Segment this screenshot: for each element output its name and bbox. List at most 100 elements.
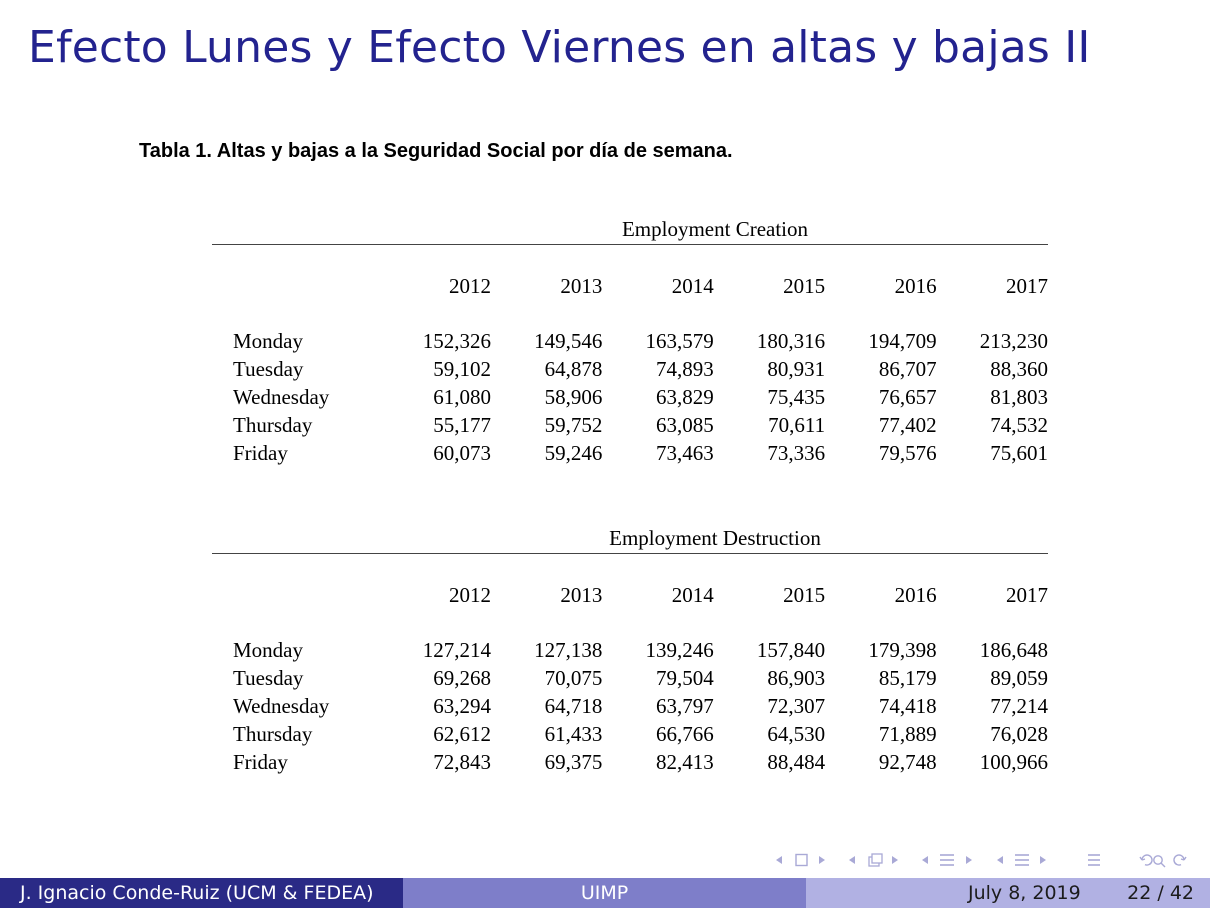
table-row: Friday 72,843 69,375 82,413 88,484 92,74… [212,748,1048,776]
table-cell: 70,075 [544,666,603,690]
employment-destruction-table: Employment Destruction 2012 2013 2014 20… [212,523,1048,776]
year-header-row: 2012 2013 2014 2015 2016 2017 [212,271,1048,301]
table-cell: 180,316 [756,329,826,353]
table-cell: 127,214 [422,638,491,662]
day-label: Friday [233,441,288,465]
table-cell: 77,402 [878,413,937,437]
table-rule [212,244,1048,245]
nav-search-icon[interactable] [1139,854,1187,868]
table-cell: 86,707 [878,357,937,381]
table-cell: 62,612 [433,722,491,746]
table-heading: Employment Destruction [609,526,821,550]
day-label: Monday [233,329,303,353]
year-header: 2015 [783,582,826,607]
footer-institution: UIMP [403,878,806,908]
slide-title: Efecto Lunes y Efecto Viernes en altas y… [28,22,1091,73]
table-cell: 72,307 [767,694,826,718]
table-row: Monday 152,326 149,546 163,579 180,316 1… [212,327,1048,355]
table-cell: 66,766 [656,722,714,746]
table-cell: 79,504 [656,666,714,690]
day-label: Thursday [233,722,313,746]
year-header-row: 2012 2013 2014 2015 2016 2017 [212,580,1048,610]
year-header: 2015 [783,273,826,298]
nav-subsection-icon[interactable] [868,853,883,867]
table-row: Tuesday 69,268 70,075 79,504 86,903 85,1… [212,664,1048,692]
table-cell: 75,435 [767,385,826,409]
table-cell: 213,230 [979,329,1048,353]
table-cell: 73,336 [767,441,826,465]
table-cell: 74,893 [656,357,714,381]
table-cell: 76,028 [990,722,1048,746]
table-cell: 55,177 [433,413,491,437]
footer-author: J. Ignacio Conde-Ruiz (UCM & FEDEA) [0,878,403,908]
table-cell: 163,579 [645,329,714,353]
table-cell: 61,080 [433,385,491,409]
table-cell: 88,360 [990,357,1048,381]
table-cell: 77,214 [990,694,1048,718]
slide-footer: J. Ignacio Conde-Ruiz (UCM & FEDEA) UIMP… [0,878,1210,908]
table-cell: 64,530 [767,722,826,746]
year-header: 2014 [671,273,714,298]
nav-section-icon[interactable] [940,854,954,866]
day-label: Wednesday [233,694,330,718]
table-cell: 64,718 [544,694,603,718]
table-row: Friday 60,073 59,246 73,463 73,336 79,57… [212,439,1048,467]
table-rule [212,553,1048,554]
table-cell: 152,326 [422,329,491,353]
day-label: Wednesday [233,385,330,409]
table-cell: 81,803 [990,385,1048,409]
year-header: 2013 [560,273,603,298]
day-label: Thursday [233,413,313,437]
nav-toc-icon[interactable] [1015,854,1029,866]
table-cell: 59,752 [544,413,603,437]
year-header: 2012 [448,582,491,607]
table-cell: 149,546 [534,329,603,353]
table-cell: 59,246 [544,441,603,465]
table-cell: 75,601 [990,441,1048,465]
table-cell: 86,903 [767,666,826,690]
table-cell: 61,433 [544,722,603,746]
table-cell: 63,294 [433,694,491,718]
employment-creation-table: Employment Creation 2012 2013 2014 2015 … [212,214,1048,467]
nav-arrow-left-icon[interactable] [997,856,1003,864]
data-table: 2012 2013 2014 2015 2016 2017 Monday 152… [212,245,1048,467]
data-table: 2012 2013 2014 2015 2016 2017 Monday 127… [212,554,1048,776]
nav-arrow-left-icon[interactable] [849,856,855,864]
nav-arrow-left-icon[interactable] [776,856,782,864]
beamer-navigation [772,850,1202,870]
table-cell: 69,375 [544,750,603,774]
table-cell: 63,829 [656,385,714,409]
table-cell: 179,398 [868,638,937,662]
table-row: Thursday 55,177 59,752 63,085 70,611 77,… [212,411,1048,439]
table-cell: 60,073 [433,441,491,465]
table-cell: 59,102 [433,357,491,381]
table-cell: 72,843 [433,750,491,774]
table-cell: 88,484 [767,750,826,774]
table-row: Thursday 62,612 61,433 66,766 64,530 71,… [212,720,1048,748]
nav-appendix-icon[interactable] [1088,854,1100,866]
nav-arrow-right-icon[interactable] [892,856,898,864]
table-cell: 64,878 [544,357,603,381]
nav-frame-icon[interactable] [795,853,808,867]
table-cell: 79,576 [878,441,937,465]
nav-arrow-right-icon[interactable] [819,856,825,864]
table-cell: 71,889 [878,722,937,746]
table-row: Wednesday 61,080 58,906 63,829 75,435 76… [212,383,1048,411]
day-label: Tuesday [233,666,304,690]
table-cell: 127,138 [534,638,603,662]
table-cell: 194,709 [868,329,937,353]
nav-arrow-right-icon[interactable] [966,856,972,864]
year-header: 2014 [671,582,714,607]
day-label: Monday [233,638,303,662]
table-cell: 58,906 [544,385,603,409]
nav-arrow-right-icon[interactable] [1040,856,1046,864]
table-cell: 70,611 [768,413,826,437]
year-header: 2016 [894,273,937,298]
table-cell: 139,246 [645,638,714,662]
footer-info: July 8, 2019 22 / 42 [806,878,1210,908]
table-cell: 63,797 [656,694,714,718]
table-cell: 74,532 [990,413,1048,437]
nav-arrow-left-icon[interactable] [922,856,928,864]
navigation-icons [776,853,1187,868]
table-cell: 69,268 [433,666,491,690]
